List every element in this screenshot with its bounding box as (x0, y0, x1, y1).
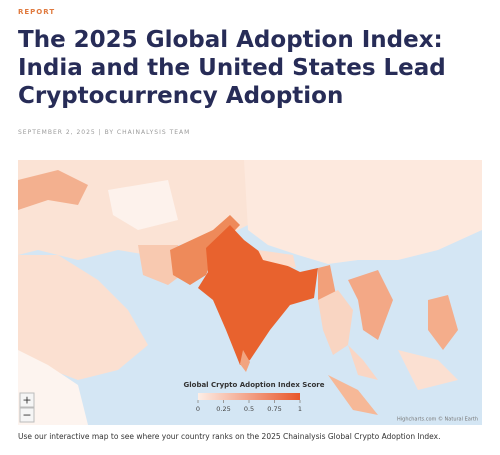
kicker[interactable]: REPORT (18, 8, 56, 16)
legend-tick-label: 0 (196, 405, 200, 413)
title-line: Cryptocurrency Adoption (18, 83, 344, 109)
zoom-out-button[interactable] (19, 407, 35, 423)
map[interactable]: Global Crypto Adoption Index Score 0 0.25… (18, 160, 482, 425)
country (318, 290, 353, 355)
country-india (198, 225, 318, 365)
country (348, 270, 393, 340)
zoom-in-label[interactable]: + (22, 394, 31, 407)
country (18, 255, 148, 380)
legend-tick-label: 0.5 (244, 405, 254, 413)
country (398, 350, 458, 390)
country (318, 265, 336, 300)
zoom-in-button[interactable] (19, 392, 35, 408)
country (108, 180, 178, 230)
title-line: India and the United States Lead (18, 55, 446, 81)
title-line: The 2025 Global Adoption Index: (18, 27, 443, 53)
country (328, 375, 378, 415)
legend: Global Crypto Adoption Index Score 0 0.25… (183, 381, 324, 413)
legend-tick-label: 0.75 (267, 405, 281, 413)
byline: SEPTEMBER 2, 2025 | BY CHAINALYSIS TEAM (18, 129, 191, 136)
country (258, 250, 296, 268)
country (240, 350, 250, 372)
legend-bar (198, 393, 300, 400)
country (348, 345, 378, 380)
country (18, 350, 88, 425)
legend-tick-label: 1 (298, 405, 302, 413)
article-title: The 2025 Global Adoption Index: India an… (18, 26, 488, 110)
caption: Use our interactive map to see where you… (18, 432, 441, 441)
map-credit[interactable]: Highcharts.com © Natural Earth (397, 416, 478, 423)
country (428, 295, 458, 350)
legend-tick-label: 0.25 (216, 405, 230, 413)
country (244, 160, 482, 264)
legend-title: Global Crypto Adoption Index Score (183, 381, 324, 389)
zoom-out-label[interactable]: − (22, 409, 31, 422)
country (18, 170, 88, 210)
